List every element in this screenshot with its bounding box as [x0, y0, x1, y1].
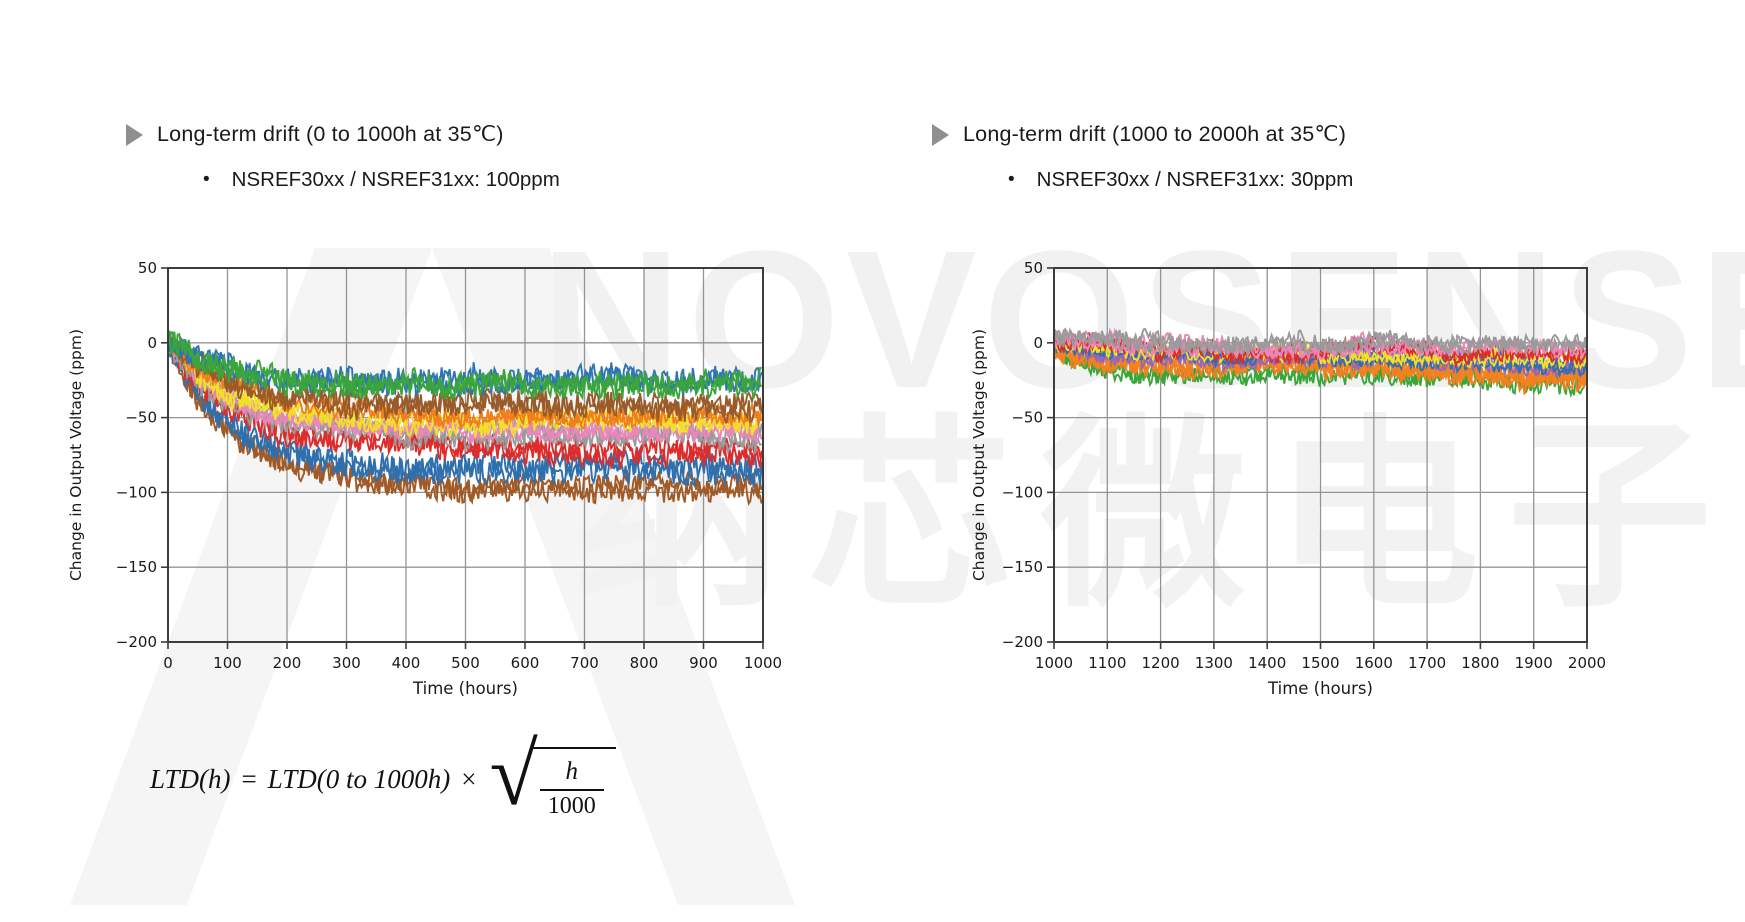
formula-radical: √ h 1000	[489, 727, 616, 824]
x-axis-title: Time (hours)	[412, 679, 518, 698]
svg-text:−100: −100	[1002, 483, 1043, 501]
svg-text:−200: −200	[1002, 633, 1043, 651]
svg-text:−50: −50	[125, 409, 157, 427]
trace-unit-gr	[1053, 326, 1588, 359]
svg-text:1600: 1600	[1355, 654, 1393, 672]
svg-text:800: 800	[630, 654, 659, 672]
left-drift-chart: 0 100 200 300 400 500 600 700 800 900 1000500−50−1…	[67, 259, 782, 698]
trace-unit-r	[1053, 332, 1588, 365]
right-bullet-row: • NSREF30xx / NSREF31xx: 30ppm	[1008, 168, 1353, 192]
gridlines	[1054, 268, 1587, 642]
svg-text:−150: −150	[1002, 558, 1043, 576]
left-title-row: Long-term drift (0 to 1000h at 35℃)	[126, 122, 504, 147]
right-drift-chart: 1000 1100 1200 1300 1400 1500 1600 1700 1800 1900…	[970, 259, 1606, 698]
dot-bullet-icon: •	[203, 169, 210, 190]
series-traces	[1053, 326, 1588, 399]
svg-text:−100: −100	[116, 483, 157, 501]
left-bullet-row: • NSREF30xx / NSREF31xx: 100ppm	[203, 168, 560, 192]
formula-fraction: h 1000	[531, 747, 616, 820]
trace-unit-10	[167, 341, 763, 502]
sqrt-denominator: 1000	[547, 792, 596, 819]
svg-text:−150: −150	[116, 558, 157, 576]
svg-text:600: 600	[511, 654, 540, 672]
trace-unit-1	[167, 330, 763, 402]
formula-mid: LTD(0 to 1000h)	[267, 763, 451, 794]
svg-text:700: 700	[570, 654, 599, 672]
svg-text:−50: −50	[1011, 409, 1043, 427]
sqrt-numerator: h	[565, 758, 578, 785]
svg-text:1900: 1900	[1515, 654, 1553, 672]
svg-text:−200: −200	[116, 633, 157, 651]
right-title-row: Long-term drift (1000 to 2000h at 35℃)	[932, 122, 1346, 147]
axes	[161, 267, 764, 649]
svg-text:500: 500	[451, 654, 480, 672]
formula-equals: =	[241, 763, 257, 794]
series-traces	[167, 330, 763, 506]
svg-text:1000: 1000	[1035, 654, 1073, 672]
svg-text:1700: 1700	[1408, 654, 1446, 672]
ltd-formula: LTD(h) = LTD(0 to 1000h) × √ h 1000	[150, 727, 616, 824]
svg-text:0: 0	[163, 654, 173, 672]
triangle-bullet-icon	[126, 123, 143, 146]
x-axis-title: Time (hours)	[1267, 679, 1373, 698]
right-title: Long-term drift (1000 to 2000h at 35℃)	[963, 122, 1347, 146]
svg-text:400: 400	[392, 654, 421, 672]
svg-text:1200: 1200	[1142, 654, 1180, 672]
trace-unit-3	[167, 336, 763, 424]
axis-labels: 1000 1100 1200 1300 1400 1500 1600 1700 1800 1900…	[970, 259, 1606, 698]
y-axis-title: Change in Output Voltage (ppm)	[970, 329, 988, 581]
svg-text:1800: 1800	[1461, 654, 1499, 672]
right-bullet-text: NSREF30xx / NSREF31xx: 30ppm	[1036, 168, 1354, 191]
svg-text:1100: 1100	[1088, 654, 1126, 672]
svg-text:1500: 1500	[1301, 654, 1339, 672]
svg-text:900: 900	[689, 654, 718, 672]
svg-text:1400: 1400	[1248, 654, 1286, 672]
left-title: Long-term drift (0 to 1000h at 35℃)	[157, 122, 504, 146]
svg-text:2000: 2000	[1568, 654, 1606, 672]
y-axis-title: Change in Output Voltage (ppm)	[67, 329, 85, 581]
left-bullet-text: NSREF30xx / NSREF31xx: 100ppm	[231, 168, 560, 191]
formula-times: ×	[461, 763, 477, 794]
svg-text:0: 0	[1033, 334, 1043, 352]
svg-text:50: 50	[138, 259, 157, 277]
axis-labels: 0 100 200 300 400 500 600 700 800 900 1000500−50−1…	[67, 259, 782, 698]
trace-unit-6	[167, 343, 763, 445]
svg-text:100: 100	[213, 654, 242, 672]
svg-text:0: 0	[147, 334, 157, 352]
dot-bullet-icon: •	[1008, 169, 1015, 190]
svg-text:200: 200	[273, 654, 302, 672]
trace-unit-9	[167, 340, 763, 486]
svg-text:300: 300	[332, 654, 361, 672]
axes	[1047, 267, 1588, 649]
svg-text:50: 50	[1024, 259, 1043, 277]
sqrt-sign-icon: √	[489, 727, 538, 824]
svg-text:1000: 1000	[744, 654, 782, 672]
watermark-cn-text: 纳芯微电子	[575, 398, 1740, 636]
triangle-bullet-icon	[932, 123, 949, 146]
svg-text:1300: 1300	[1195, 654, 1233, 672]
formula-lhs: LTD(h)	[150, 763, 231, 794]
fraction-bar	[539, 788, 604, 791]
